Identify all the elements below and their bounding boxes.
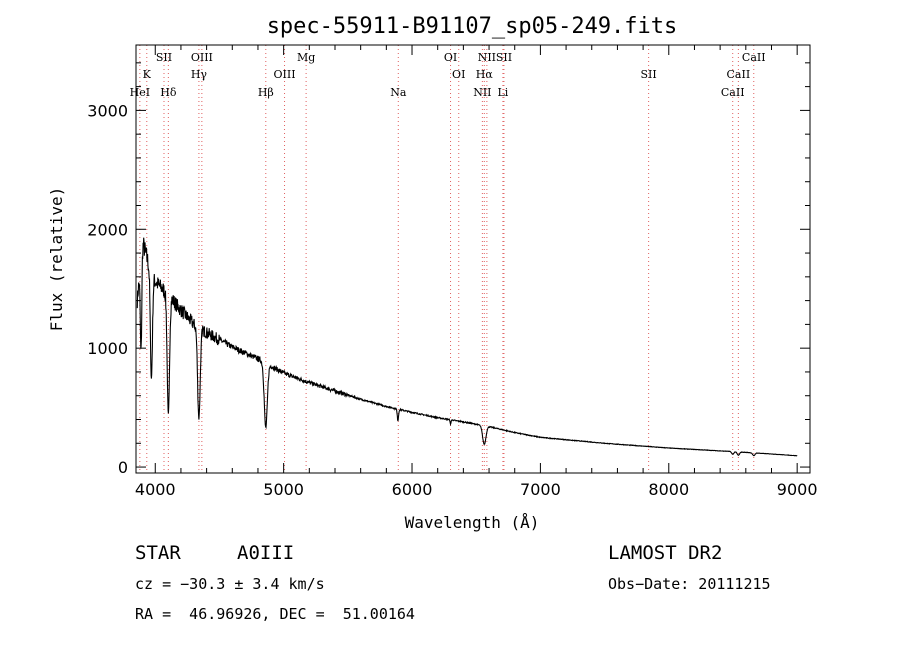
x-tick-label: 8000 bbox=[648, 480, 689, 499]
y-axis-label: Flux (relative) bbox=[47, 187, 66, 332]
line-label: CaII bbox=[727, 68, 751, 81]
chart-title: spec-55911-B91107_sp05-249.fits bbox=[267, 14, 678, 39]
plot-frame bbox=[135, 44, 811, 474]
line-label: CaII bbox=[742, 51, 766, 64]
line-label: CaII bbox=[721, 86, 745, 99]
line-label: HeI bbox=[130, 86, 150, 99]
y-tick-label: 0 bbox=[118, 458, 128, 477]
observation-date: Obs−Date: 20111215 bbox=[608, 575, 771, 593]
survey-name: LAMOST DR2 bbox=[608, 542, 723, 564]
redshift-value: cz = −30.3 ± 3.4 km/s bbox=[135, 575, 325, 593]
line-label: OI bbox=[452, 68, 465, 81]
spectral-line-labels: HeIKSIIHδOIIIHγHβOIIIMgNaOIOINIIHαNIILiS… bbox=[130, 51, 766, 99]
line-label: OI bbox=[444, 51, 457, 64]
line-label: Li bbox=[497, 86, 508, 99]
x-tick-label: 6000 bbox=[392, 480, 433, 499]
x-tick-label: 7000 bbox=[520, 480, 561, 499]
object-class: STAR bbox=[135, 542, 181, 564]
line-label: SII bbox=[156, 51, 172, 64]
object-subclass: A0III bbox=[237, 542, 295, 564]
line-label: Hγ bbox=[191, 68, 208, 81]
line-label: Na bbox=[390, 86, 407, 99]
spectrum-line bbox=[136, 237, 798, 457]
line-label: SII bbox=[641, 68, 657, 81]
y-tick-label: 1000 bbox=[87, 339, 128, 358]
line-label: SII bbox=[496, 51, 512, 64]
y-tick-label: 3000 bbox=[87, 101, 128, 120]
line-label: NII bbox=[478, 51, 496, 64]
line-label: Hδ bbox=[160, 86, 177, 99]
y-tick-label: 2000 bbox=[87, 220, 128, 239]
x-axis-label: Wavelength (Å) bbox=[405, 513, 540, 532]
line-label: NII bbox=[473, 86, 491, 99]
x-tick-label: 4000 bbox=[135, 480, 176, 499]
line-label: Hα bbox=[476, 68, 494, 81]
x-tick-label: 5000 bbox=[263, 480, 304, 499]
line-label: OIII bbox=[274, 68, 296, 81]
axis-ticks bbox=[136, 45, 810, 473]
line-label: Hβ bbox=[258, 86, 274, 99]
line-label: OIII bbox=[191, 51, 213, 64]
coordinates: RA = 46.96926, DEC = 51.00164 bbox=[135, 605, 415, 623]
x-tick-label: 9000 bbox=[777, 480, 818, 499]
line-label: Mg bbox=[297, 51, 315, 64]
line-label: K bbox=[143, 68, 152, 81]
tick-labels: 4000 5000 6000 7000 8000 9000 0 1000 2000 3000 bbox=[87, 101, 817, 499]
spectral-line-markers bbox=[139, 45, 755, 473]
